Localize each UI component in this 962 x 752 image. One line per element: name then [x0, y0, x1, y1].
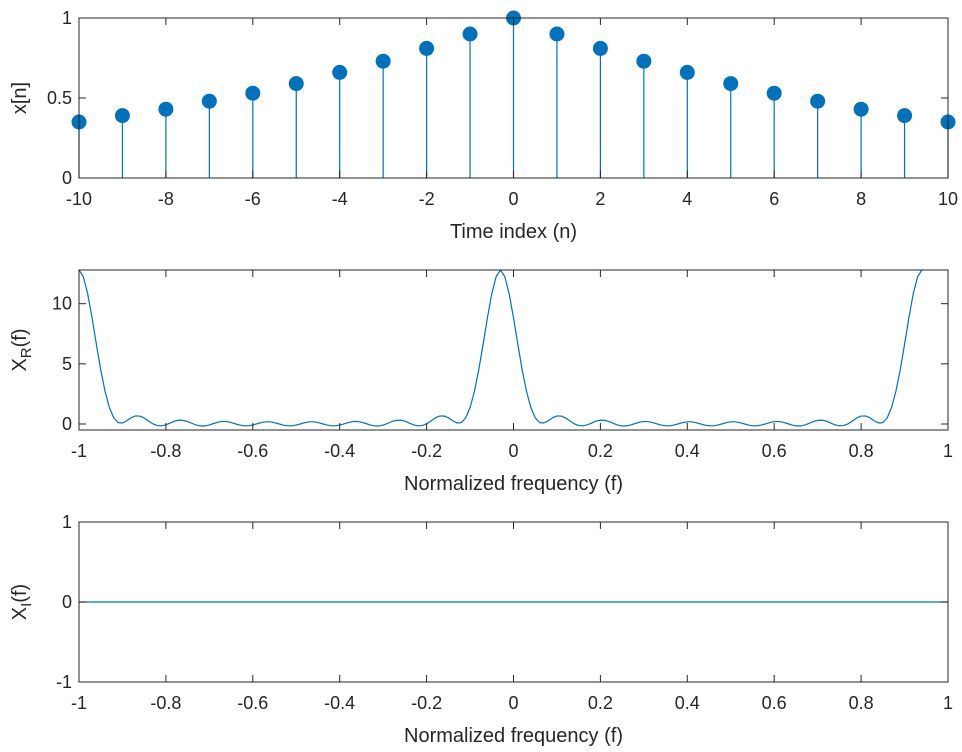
imag-spectrum-y-axis-label: XI(f) — [9, 584, 35, 620]
time-domain-x-tick-label: 6 — [769, 189, 779, 209]
stem-marker — [462, 26, 478, 42]
stem-marker — [201, 93, 217, 109]
imag-spectrum-x-tick-label: 0.8 — [849, 693, 874, 713]
imag-spectrum-x-tick-label: -0.8 — [150, 693, 181, 713]
imag-spectrum-plot: -1 -0.8 -0.6 -0.4 -0.2 0 0.2 0.4 0.6 0.8 1 -1 0 1 Nor… — [9, 512, 953, 747]
stem-marker — [723, 76, 739, 92]
stem-marker — [592, 40, 608, 56]
time-domain-y-tick-label: 0.5 — [47, 88, 72, 108]
imag-spectrum-x-tick-label: 0.4 — [675, 693, 700, 713]
stem-marker — [636, 53, 652, 69]
imag-spectrum-y-axis-label-subscript: I — [18, 603, 35, 607]
imag-spectrum-x-tick-label: 0.6 — [762, 693, 787, 713]
imag-spectrum-ticks: -1 -0.8 -0.6 -0.4 -0.2 0 0.2 0.4 0.6 0.8 1 -1 0 1 — [56, 512, 953, 713]
real-spectrum-x-tick-label: 0.2 — [588, 441, 613, 461]
real-spectrum-y-axis-label: XR(f) — [9, 328, 35, 371]
stem-marker — [245, 85, 261, 101]
real-spectrum-y-tick-label: 5 — [62, 354, 72, 374]
real-spectrum-x-tick-label: -1 — [71, 441, 87, 461]
time-domain-x-tick-label: -4 — [332, 189, 348, 209]
time-domain-x-tick-label: -8 — [158, 189, 174, 209]
time-domain-x-tick-label: 4 — [682, 189, 692, 209]
real-spectrum-x-tick-label: 0.8 — [849, 441, 874, 461]
stem-marker — [158, 101, 174, 117]
imag-spectrum-x-tick-label: -0.6 — [237, 693, 268, 713]
time-domain-x-tick-label: -2 — [419, 189, 435, 209]
time-domain-plot-area — [71, 10, 956, 178]
imag-spectrum-x-tick-label: -1 — [71, 693, 87, 713]
real-spectrum-x-tick-label: -0.8 — [150, 441, 181, 461]
imag-spectrum-y-tick-label: 1 — [62, 512, 72, 532]
stem-marker — [549, 26, 565, 42]
real-spectrum-x-tick-label: -0.4 — [324, 441, 355, 461]
time-domain-plot: -10 -8 -6 -4 -2 0 2 4 6 8 10 0 0.5 1 Time index (n) x… — [9, 8, 958, 243]
time-domain-y-tick-label: 1 — [62, 8, 72, 28]
stem-marker — [114, 108, 130, 124]
stem-marker — [810, 93, 826, 109]
time-domain-x-tick-label: -6 — [245, 189, 261, 209]
stem-marker — [375, 53, 391, 69]
real-spectrum-x-tick-label: -0.2 — [411, 441, 442, 461]
imag-spectrum-x-tick-label: 0.2 — [588, 693, 613, 713]
real-spectrum-y-tick-label: 0 — [62, 414, 72, 434]
stem-marker — [332, 64, 348, 80]
real-spectrum-y-axis-label-subscript: R — [18, 347, 35, 358]
time-domain-x-axis-label: Time index (n) — [450, 221, 577, 243]
imag-spectrum-x-axis-label: Normalized frequency (f) — [404, 725, 623, 747]
stem-marker — [679, 64, 695, 80]
stem-marker — [897, 108, 913, 124]
time-domain-x-tick-label: 0 — [508, 189, 518, 209]
time-domain-x-tick-label: 2 — [595, 189, 605, 209]
real-spectrum-x-tick-label: 0.6 — [762, 441, 787, 461]
imag-spectrum-y-tick-label: 0 — [62, 592, 72, 612]
imag-spectrum-y-axis-label-main: X — [9, 607, 31, 620]
stem-marker — [853, 101, 869, 117]
real-spectrum-x-tick-label: 0 — [508, 441, 518, 461]
imag-spectrum-x-tick-label: 1 — [943, 693, 953, 713]
time-domain-y-axis-label: x[n] — [9, 82, 31, 114]
real-spectrum-y-axis-label-suffix: (f) — [9, 328, 31, 347]
stem-marker — [766, 85, 782, 101]
time-domain-x-tick-label: 10 — [938, 189, 958, 209]
time-domain-x-tick-label: 8 — [856, 189, 866, 209]
real-spectrum-x-tick-label: -0.6 — [237, 441, 268, 461]
stem-marker — [419, 40, 435, 56]
stem-marker — [288, 76, 304, 92]
imag-spectrum-x-tick-label: -0.4 — [324, 693, 355, 713]
time-domain-y-tick-label: 0 — [62, 168, 72, 188]
real-spectrum-y-axis-label-main: X — [9, 358, 31, 371]
time-domain-x-tick-label: -10 — [66, 189, 92, 209]
imag-spectrum-y-tick-label: -1 — [56, 672, 72, 692]
real-spectrum-x-tick-label: 1 — [943, 441, 953, 461]
real-spectrum-x-axis-label: Normalized frequency (f) — [404, 473, 623, 495]
imag-spectrum-x-tick-label: -0.2 — [411, 693, 442, 713]
real-spectrum-y-tick-label: 10 — [52, 294, 72, 314]
imag-spectrum-y-axis-label-suffix: (f) — [9, 584, 31, 603]
time-domain-ticks: -10 -8 -6 -4 -2 0 2 4 6 8 10 0 0.5 1 — [47, 8, 958, 209]
real-spectrum-x-tick-label: 0.4 — [675, 441, 700, 461]
imag-spectrum-x-tick-label: 0 — [508, 693, 518, 713]
